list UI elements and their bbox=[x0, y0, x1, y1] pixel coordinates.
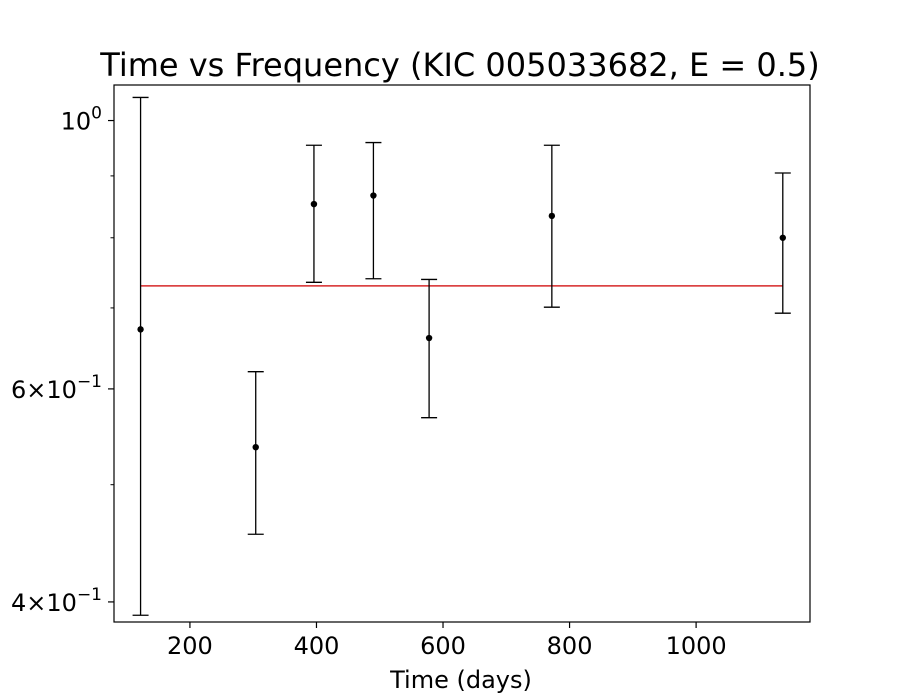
data-point-0 bbox=[132, 96, 149, 616]
x-tick-label: 800 bbox=[547, 632, 593, 660]
data-point-6 bbox=[774, 172, 791, 314]
plot-frame bbox=[113, 84, 811, 623]
x-tick-label: 200 bbox=[167, 632, 213, 660]
data-marker bbox=[779, 234, 786, 241]
y-tick-label: 4×10−1 bbox=[11, 585, 102, 617]
data-marker bbox=[310, 200, 318, 208]
data-point-1 bbox=[247, 371, 264, 535]
data-marker bbox=[137, 326, 144, 333]
y-tick-label: 6×10−1 bbox=[11, 372, 102, 404]
data-point-5 bbox=[543, 144, 560, 308]
chart-title: Time vs Frequency (KIC 005033682, E = 0.… bbox=[99, 46, 820, 84]
data-point-3 bbox=[365, 141, 382, 280]
y-axis: 100 6×10−1 4×10−1 bbox=[11, 104, 114, 617]
data-marker bbox=[370, 192, 377, 199]
x-axis: 200 400 600 800 1000 bbox=[167, 622, 727, 660]
plot-area bbox=[132, 96, 791, 616]
data-marker bbox=[252, 443, 259, 451]
data-point-4 bbox=[421, 278, 438, 419]
data-point-2 bbox=[305, 144, 322, 283]
data-marker bbox=[425, 334, 433, 342]
y-tick-label: 100 bbox=[61, 104, 102, 136]
x-axis-label: Time (days) bbox=[389, 666, 532, 694]
x-tick-label: 400 bbox=[294, 632, 340, 660]
x-tick-label: 600 bbox=[420, 632, 466, 660]
x-tick-label: 1000 bbox=[666, 632, 727, 660]
data-marker bbox=[548, 212, 556, 220]
